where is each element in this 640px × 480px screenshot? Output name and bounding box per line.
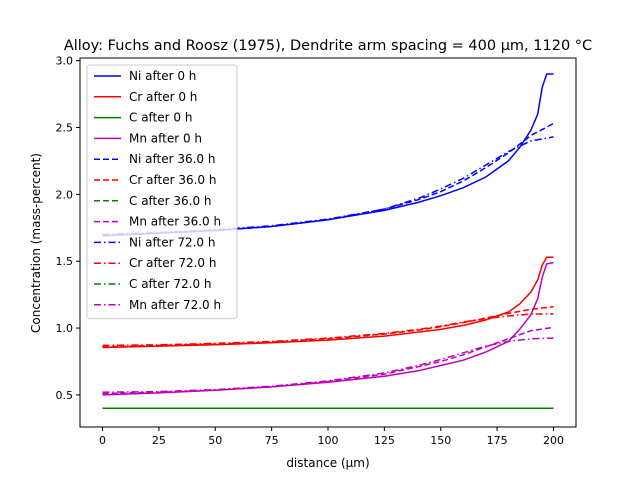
x-tick-label: 75 (265, 434, 279, 447)
y-tick-label: 1.5 (56, 255, 74, 268)
y-tick-label: 2.5 (56, 122, 74, 135)
legend-label-mn-after-72-0-h: Mn after 72.0 h (129, 298, 221, 312)
x-tick-label: 0 (99, 434, 106, 447)
series-line-mn-after-72-0-h (102, 337, 554, 393)
legend-label-ni-after-0-h: Ni after 0 h (129, 69, 196, 83)
legend-label-ni-after-72-0-h: Ni after 72.0 h (129, 235, 215, 249)
legend-label-c-after-36-0-h: C after 36.0 h (129, 194, 212, 208)
legend-box (86, 64, 238, 320)
legend-label-cr-after-0-h: Cr after 0 h (129, 90, 197, 104)
y-tick-label: 2.0 (56, 188, 74, 201)
series-line-cr-after-0-h (102, 256, 554, 349)
y-tick-label: 3.0 (56, 55, 74, 68)
legend-label-mn-after-0-h: Mn after 0 h (129, 131, 202, 145)
x-tick-label: 200 (543, 434, 564, 447)
x-tick-label: 100 (318, 434, 339, 447)
legend-label-ni-after-36-0-h: Ni after 36.0 h (129, 152, 215, 166)
x-tick-label: 150 (430, 434, 451, 447)
x-tick-label: 25 (152, 434, 166, 447)
x-tick-label: 50 (208, 434, 222, 447)
y-tick-label: 1.0 (56, 322, 74, 335)
legend: Ni after 0 h Cr after 0 h C after 0 h Mn af… (86, 64, 238, 320)
legend-label-c-after-0-h: C after 0 h (129, 111, 192, 125)
x-axis: 0 25 50 75 100 125 150 175 200 (99, 427, 564, 447)
y-axis-label: Concentration (mass-percent) (29, 153, 43, 333)
legend-label-cr-after-36-0-h: Cr after 36.0 h (129, 173, 216, 187)
y-tick-label: 0.5 (56, 389, 74, 402)
y-axis: 0.5 1.0 1.5 2.0 2.5 3.0 (56, 55, 80, 402)
legend-label-c-after-72-0-h: C after 72.0 h (129, 277, 212, 291)
x-axis-label: distance (µm) (286, 456, 369, 470)
chart-title: Alloy: Fuchs and Roosz (1975), Dendrite … (64, 38, 592, 54)
legend-label-mn-after-36-0-h: Mn after 36.0 h (129, 215, 221, 229)
legend-label-cr-after-72-0-h: Cr after 72.0 h (129, 256, 216, 270)
x-tick-label: 125 (374, 434, 395, 447)
series-line-cr-after-72-0-h (102, 313, 554, 347)
x-tick-label: 175 (487, 434, 508, 447)
